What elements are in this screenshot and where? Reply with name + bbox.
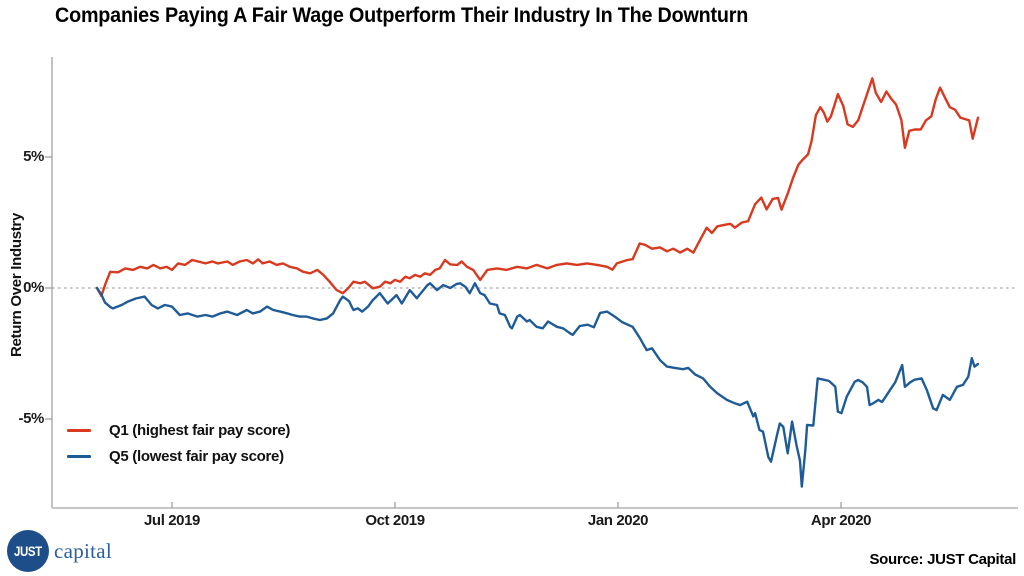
chart-title: Companies Paying A Fair Wage Outperform … [55,4,749,27]
logo-circle-text: JUST [14,543,42,559]
logo-wordmark: capital [54,538,113,563]
source-attribution: Source: JUST Capital [869,551,1016,568]
q5-line-swatch [67,454,91,458]
y-tick-label-5: 5% [23,148,44,165]
q5-series-line [95,282,980,488]
x-tick-label-apr2020: Apr 2020 [810,512,872,529]
legend-item-q5: Q5 (lowest fair pay score) [67,446,290,466]
just-capital-logo: JUST capital [7,530,112,572]
x-tick-label-oct2019: Oct 2019 [365,512,425,529]
x-tick-label-jul2019: Jul 2019 [143,512,200,529]
y-tick-label-0: 0% [23,279,44,296]
legend-label-q1: Q1 (highest fair pay score) [109,421,291,439]
y-tick-label-neg5: -5% [18,410,45,427]
q1-line-swatch [67,428,91,432]
q1-series-line [95,77,980,298]
logo-circle: JUST [7,530,49,572]
legend-label-q5: Q5 (lowest fair pay score) [109,447,284,465]
x-tick-label-jan2020: Jan 2020 [587,512,649,529]
legend: Q1 (highest fair pay score) Q5 (lowest f… [67,420,290,466]
legend-item-q1: Q1 (highest fair pay score) [67,420,290,440]
